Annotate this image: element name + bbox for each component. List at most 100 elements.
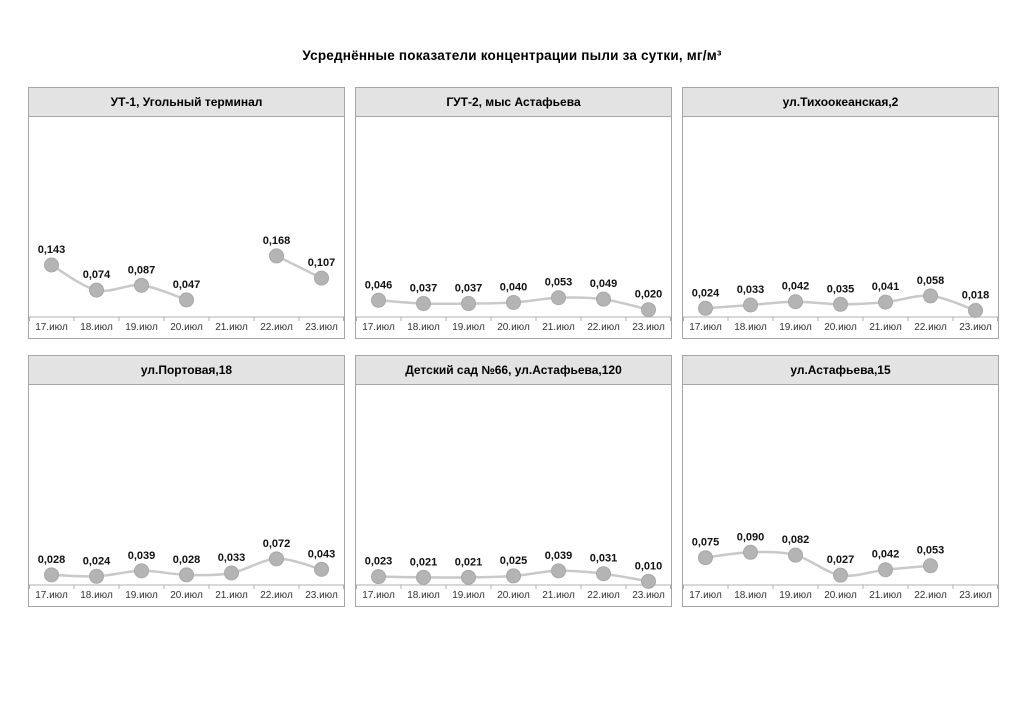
chart-plot: 17.июл 18.июл 19.июл 20.июл 21.июл 22.июл 23.и… [683, 275, 998, 333]
chart-title: ул.Тихоокеанская,2 [683, 88, 998, 117]
x-axis-label: 19.июл [779, 322, 812, 333]
page-title: Усреднённые показатели концентрации пыли… [302, 48, 722, 63]
chart-plot: 17.июл 18.июл 19.июл 20.июл 21.июл 22.июл 23.и… [29, 235, 344, 333]
data-label: 0,047 [173, 279, 201, 291]
data-label: 0,143 [38, 244, 66, 256]
x-axis-label: 20.июл [824, 590, 857, 601]
data-label: 0,053 [917, 545, 945, 557]
data-point [44, 257, 59, 273]
x-axis-label: 23.июл [632, 322, 665, 333]
chart-title: ГУТ-2, мыс Астафьева [356, 88, 671, 117]
data-point [641, 302, 656, 318]
data-label: 0,074 [83, 269, 111, 281]
x-axis-label: 20.июл [170, 590, 203, 601]
x-axis-label: 23.июл [305, 590, 338, 601]
x-axis-label: 21.июл [542, 590, 575, 601]
data-label: 0,031 [590, 553, 618, 565]
x-axis-label: 21.июл [869, 590, 902, 601]
x-axis-label: 19.июл [125, 590, 158, 601]
x-axis-label: 22.июл [587, 590, 620, 601]
data-point [461, 569, 476, 585]
data-label: 0,043 [308, 548, 336, 560]
x-axis-label: 18.июл [734, 322, 767, 333]
data-point [833, 567, 848, 583]
data-label: 0,037 [455, 283, 483, 295]
x-axis-label: 17.июл [362, 590, 395, 601]
chart-plot: 17.июл 18.июл 19.июл 20.июл 21.июл 22.июл 23.и… [356, 550, 671, 601]
data-label: 0,027 [827, 554, 855, 566]
x-axis-label: 17.июл [689, 590, 722, 601]
x-axis-label: 22.июл [260, 590, 293, 601]
x-axis-label: 21.июл [215, 322, 248, 333]
chart-panel: УТ-1, Угольный терминал 17.июл 18.июл 19.и… [28, 87, 345, 339]
x-axis-label: 19.июл [452, 590, 485, 601]
x-axis-label: 17.июл [35, 590, 68, 601]
chart-plot: 17.июл 18.июл 19.июл 20.июл 21.июл 22.июл 23.и… [29, 538, 344, 601]
data-point [179, 567, 194, 583]
data-label: 0,090 [737, 531, 765, 543]
data-point [416, 569, 431, 585]
data-label: 0,107 [308, 257, 336, 269]
chart-title: ул.Портовая,18 [29, 356, 344, 385]
x-axis-label: 23.июл [959, 590, 992, 601]
x-axis-label: 19.июл [779, 590, 812, 601]
data-point [551, 290, 566, 306]
x-axis-label: 18.июл [80, 590, 113, 601]
data-label: 0,082 [782, 534, 810, 546]
data-point [878, 562, 893, 578]
data-label: 0,041 [872, 281, 900, 293]
x-axis-label: 20.июл [497, 322, 530, 333]
data-label: 0,023 [365, 556, 393, 568]
data-point [44, 567, 59, 583]
data-label: 0,046 [365, 279, 393, 291]
data-label: 0,049 [590, 278, 618, 290]
chart-title: ул.Астафьева,15 [683, 356, 998, 385]
chart-panel: ул.Астафьева,15 17.июл 18.июл 19.июл 20.июл… [682, 355, 999, 607]
x-axis-label: 21.июл [542, 322, 575, 333]
data-point [698, 300, 713, 316]
x-axis-label: 22.июл [260, 322, 293, 333]
data-label: 0,010 [635, 560, 663, 572]
data-point [134, 563, 149, 579]
x-axis-label: 23.июл [305, 322, 338, 333]
data-label: 0,042 [872, 549, 900, 561]
data-label: 0,072 [263, 538, 291, 550]
data-label: 0,053 [545, 277, 573, 289]
x-axis-label: 17.июл [35, 322, 68, 333]
x-axis-label: 17.июл [689, 322, 722, 333]
data-label: 0,087 [128, 264, 156, 276]
data-label: 0,042 [782, 281, 810, 293]
data-point [641, 573, 656, 589]
charts-grid: УТ-1, Угольный терминал 17.июл 18.июл 19.и… [0, 87, 1024, 607]
x-axis-label: 17.июл [362, 322, 395, 333]
data-point [314, 270, 329, 286]
data-label: 0,028 [38, 554, 66, 566]
x-axis-label: 18.июл [80, 322, 113, 333]
data-point [968, 302, 983, 318]
data-point [224, 565, 239, 581]
chart-plot: 17.июл 18.июл 19.июл 20.июл 21.июл 22.июл 23.и… [683, 531, 998, 601]
data-point [506, 294, 521, 310]
data-point [551, 563, 566, 579]
data-point [698, 550, 713, 566]
data-point [179, 292, 194, 308]
x-axis-label: 18.июл [734, 590, 767, 601]
chart-panel: ул.Портовая,18 17.июл 18.июл 19.июл 20.июл 2… [28, 355, 345, 607]
x-axis-label: 20.июл [170, 322, 203, 333]
x-axis-label: 22.июл [914, 590, 947, 601]
chart-title: Детский сад №66, ул.Астафьева,120 [356, 356, 671, 385]
data-point [788, 294, 803, 310]
data-label: 0,035 [827, 283, 855, 295]
data-label: 0,021 [455, 556, 483, 568]
series-line [50, 263, 188, 302]
data-point [743, 544, 758, 560]
data-point [314, 561, 329, 577]
x-axis-label: 23.июл [632, 590, 665, 601]
x-axis-label: 21.июл [869, 322, 902, 333]
data-point [878, 294, 893, 310]
data-point [833, 296, 848, 312]
data-label: 0,033 [737, 284, 765, 296]
data-label: 0,021 [410, 556, 438, 568]
data-point [596, 566, 611, 582]
data-point [269, 248, 284, 264]
